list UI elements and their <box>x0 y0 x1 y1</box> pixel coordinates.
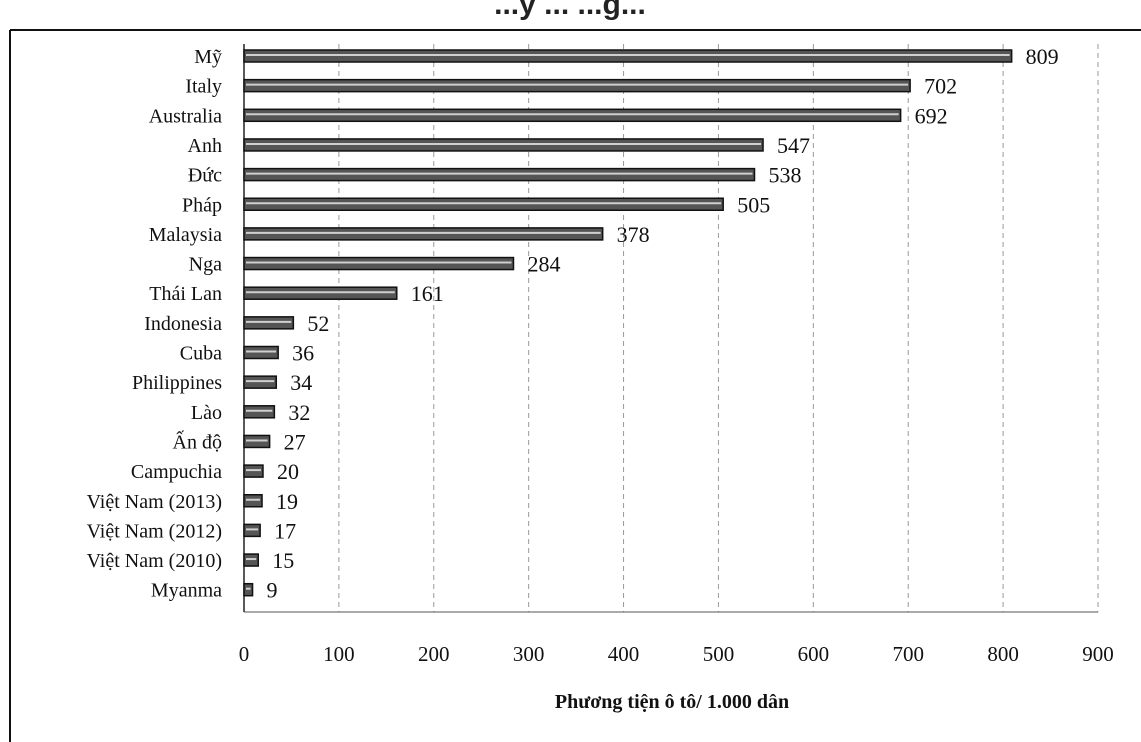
x-tick-label: 900 <box>1082 642 1114 666</box>
value-label: 538 <box>769 163 802 188</box>
category-label: Pháp <box>182 194 222 216</box>
category-label: Mỹ <box>194 46 222 68</box>
x-tick-label: 600 <box>798 642 830 666</box>
category-labels: Mỹ Italy Australia Anh Đức Pháp Malaysia Nga Thá… <box>87 46 223 602</box>
value-label: 17 <box>274 518 296 543</box>
chart-title-fragment: ...y ... ...g... <box>494 0 646 21</box>
value-label: 161 <box>411 281 444 306</box>
category-label: Lào <box>191 402 222 424</box>
value-labels: 809 702 692 547 538 505 378 284 161 52 36 34 32 27 20 1… <box>267 44 1059 603</box>
bars <box>243 49 1013 597</box>
category-label: Malaysia <box>149 224 222 246</box>
value-label: 52 <box>307 311 329 336</box>
x-tick-label: 300 <box>513 642 545 666</box>
gridlines <box>243 44 1099 613</box>
value-label: 284 <box>527 252 560 277</box>
x-tick-label: 500 <box>703 642 735 666</box>
category-label: Việt Nam (2010) <box>87 550 222 572</box>
value-label: 702 <box>924 74 957 99</box>
category-label: Australia <box>149 105 222 127</box>
value-label: 547 <box>777 133 810 158</box>
category-label: Nga <box>189 254 222 276</box>
x-tick-label: 400 <box>608 642 640 666</box>
x-tick-label: 0 <box>239 642 250 666</box>
value-label: 809 <box>1026 44 1059 69</box>
x-axis-title: Phương tiện ô tô/ 1.000 dân <box>555 691 789 713</box>
category-label: Myanma <box>151 580 222 602</box>
x-tick-label: 700 <box>892 642 924 666</box>
value-label: 34 <box>290 370 312 395</box>
x-tick-label: 200 <box>418 642 450 666</box>
value-label: 19 <box>276 489 298 514</box>
category-label: Anh <box>188 135 222 157</box>
category-label: Ấn độ <box>173 429 222 453</box>
category-label: Indonesia <box>144 313 222 335</box>
value-label: 378 <box>617 222 650 247</box>
category-label: Philippines <box>132 372 222 394</box>
value-label: 32 <box>288 400 310 425</box>
value-label: 27 <box>284 429 306 454</box>
value-label: 692 <box>915 103 948 128</box>
x-tick-labels: 0 100 200 300 400 500 600 700 800 900 <box>239 642 1114 666</box>
value-label: 20 <box>277 459 299 484</box>
value-label: 36 <box>292 341 314 366</box>
category-label: Cuba <box>180 343 222 365</box>
x-tick-label: 100 <box>323 642 355 666</box>
category-label: Campuchia <box>131 461 222 483</box>
category-label: Thái Lan <box>149 283 222 305</box>
category-label: Italy <box>185 76 222 98</box>
category-label: Việt Nam (2013) <box>87 491 222 513</box>
x-tick-label: 800 <box>987 642 1019 666</box>
category-label: Việt Nam (2012) <box>87 520 222 542</box>
value-label: 505 <box>737 192 770 217</box>
value-label: 15 <box>272 548 294 573</box>
value-label: 9 <box>267 578 278 603</box>
category-label: Đức <box>188 165 222 187</box>
